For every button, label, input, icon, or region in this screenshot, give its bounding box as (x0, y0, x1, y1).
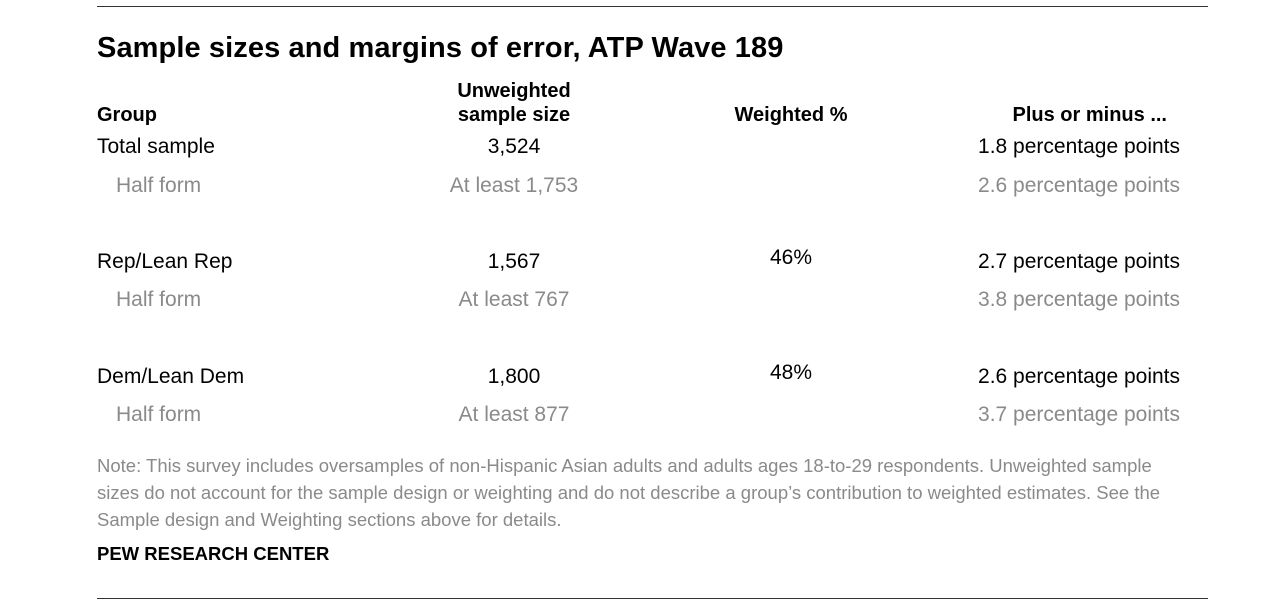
row-weighted-rep: 46% (769, 246, 813, 269)
top-rule (97, 6, 1208, 7)
row-moe-half-form-rep: 3.8 percentage points (978, 288, 1180, 311)
row-unweighted-rep: 1,567 (487, 250, 541, 273)
row-moe-total-sample: 1.8 percentage points (978, 135, 1180, 158)
row-unweighted-half-form-rep: At least 767 (458, 288, 570, 311)
row-unweighted-dem: 1,800 (487, 365, 541, 388)
note-text: Note: This survey includes oversamples o… (97, 455, 1161, 530)
row-weighted-dem: 48% (769, 361, 813, 384)
header-moe: Plus or minus ... (1012, 104, 1167, 126)
row-group-half-form-dem: Half form (116, 403, 202, 426)
row-moe-rep: 2.7 percentage points (978, 250, 1180, 273)
row-unweighted-total-sample: 3,524 (487, 135, 541, 158)
source-label: PEW RESEARCH CENTER (97, 543, 330, 564)
header-unweighted-line2: sample size (457, 104, 571, 126)
row-moe-half-form-dem: 3.7 percentage points (978, 403, 1180, 426)
row-moe-half-form-total: 2.6 percentage points (978, 174, 1180, 197)
bottom-rule (97, 598, 1208, 599)
header-group: Group (97, 104, 157, 126)
row-group-total-sample: Total sample (97, 135, 215, 158)
header-weighted: Weighted % (734, 104, 848, 126)
header-unweighted-line1: Unweighted (457, 80, 571, 102)
row-unweighted-half-form-dem: At least 877 (458, 403, 570, 426)
page-title: Sample sizes and margins of error, ATP W… (97, 32, 784, 64)
row-unweighted-half-form-total: At least 1,753 (449, 174, 579, 197)
row-moe-dem: 2.6 percentage points (978, 365, 1180, 388)
row-group-dem: Dem/Lean Dem (97, 365, 245, 388)
row-group-rep: Rep/Lean Rep (97, 250, 233, 273)
row-group-half-form-total: Half form (116, 174, 202, 197)
row-group-half-form-rep: Half form (116, 288, 202, 311)
